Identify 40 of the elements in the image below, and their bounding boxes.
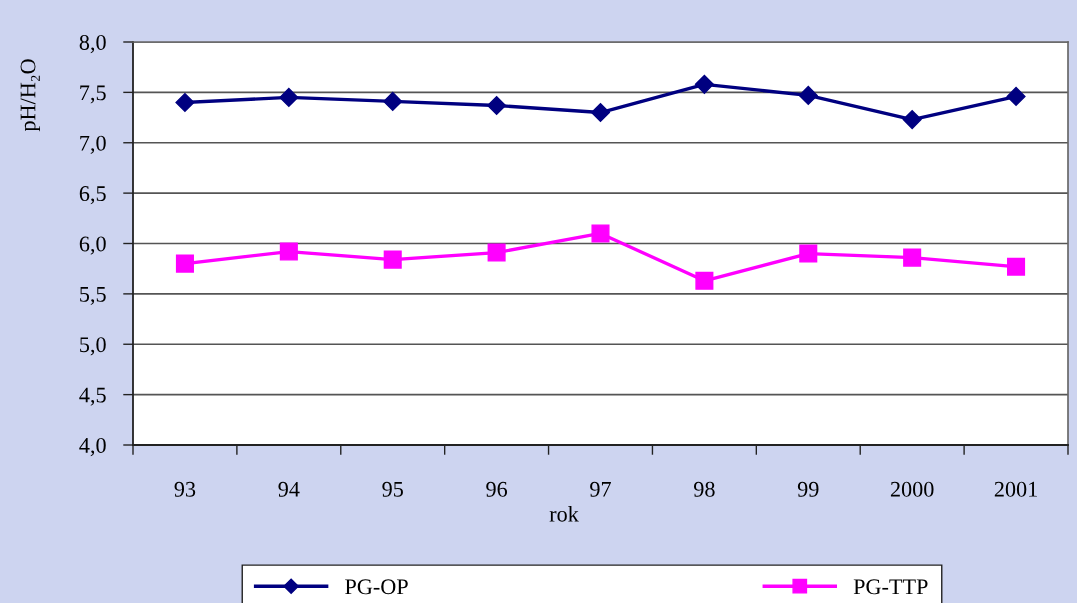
y-tick-label: 5,0 bbox=[80, 337, 106, 356]
point bbox=[1007, 257, 1026, 276]
point bbox=[902, 110, 922, 130]
y-tick-label: 7,5 bbox=[80, 85, 106, 104]
y-tick-label: 4,0 bbox=[79, 437, 106, 457]
point bbox=[279, 87, 299, 107]
point bbox=[1006, 86, 1026, 106]
point bbox=[383, 91, 403, 111]
y-axis-title: pH/H₂O bbox=[20, 59, 40, 132]
point bbox=[487, 95, 507, 116]
y-tick-label: 6,5 bbox=[79, 186, 106, 205]
point bbox=[383, 250, 402, 269]
y-tick-label: 4,5 bbox=[79, 387, 106, 406]
point bbox=[799, 244, 818, 263]
legend-label: PG-OP bbox=[345, 579, 408, 595]
x-tick-label: 93 bbox=[174, 481, 196, 497]
point bbox=[487, 243, 506, 262]
y-tick-label: 8,0 bbox=[79, 34, 106, 54]
point bbox=[590, 102, 611, 123]
point bbox=[694, 74, 714, 94]
point bbox=[591, 224, 610, 243]
x-tick-label: 94 bbox=[278, 481, 300, 497]
y-tick-label: 5,5 bbox=[80, 287, 106, 305]
x-axis-title: rok bbox=[549, 506, 579, 522]
x-tick-label: 98 bbox=[693, 481, 715, 497]
point bbox=[903, 248, 922, 267]
x-tick-label: 99 bbox=[797, 481, 819, 497]
x-tick-label: 2001 bbox=[994, 481, 1037, 497]
point bbox=[175, 254, 194, 273]
point bbox=[695, 271, 714, 290]
x-tick-label: 2000 bbox=[890, 481, 934, 497]
y-tick-label: 6,0 bbox=[79, 236, 106, 255]
legend-label: PG-TTP bbox=[853, 579, 928, 595]
point bbox=[798, 85, 818, 105]
x-tick-label: 95 bbox=[382, 481, 403, 497]
x-tick-label: 97 bbox=[590, 481, 611, 497]
x-tick-label: 96 bbox=[486, 481, 508, 497]
y-tick-label: 7,0 bbox=[80, 135, 106, 154]
point bbox=[279, 242, 298, 261]
point bbox=[175, 92, 195, 112]
